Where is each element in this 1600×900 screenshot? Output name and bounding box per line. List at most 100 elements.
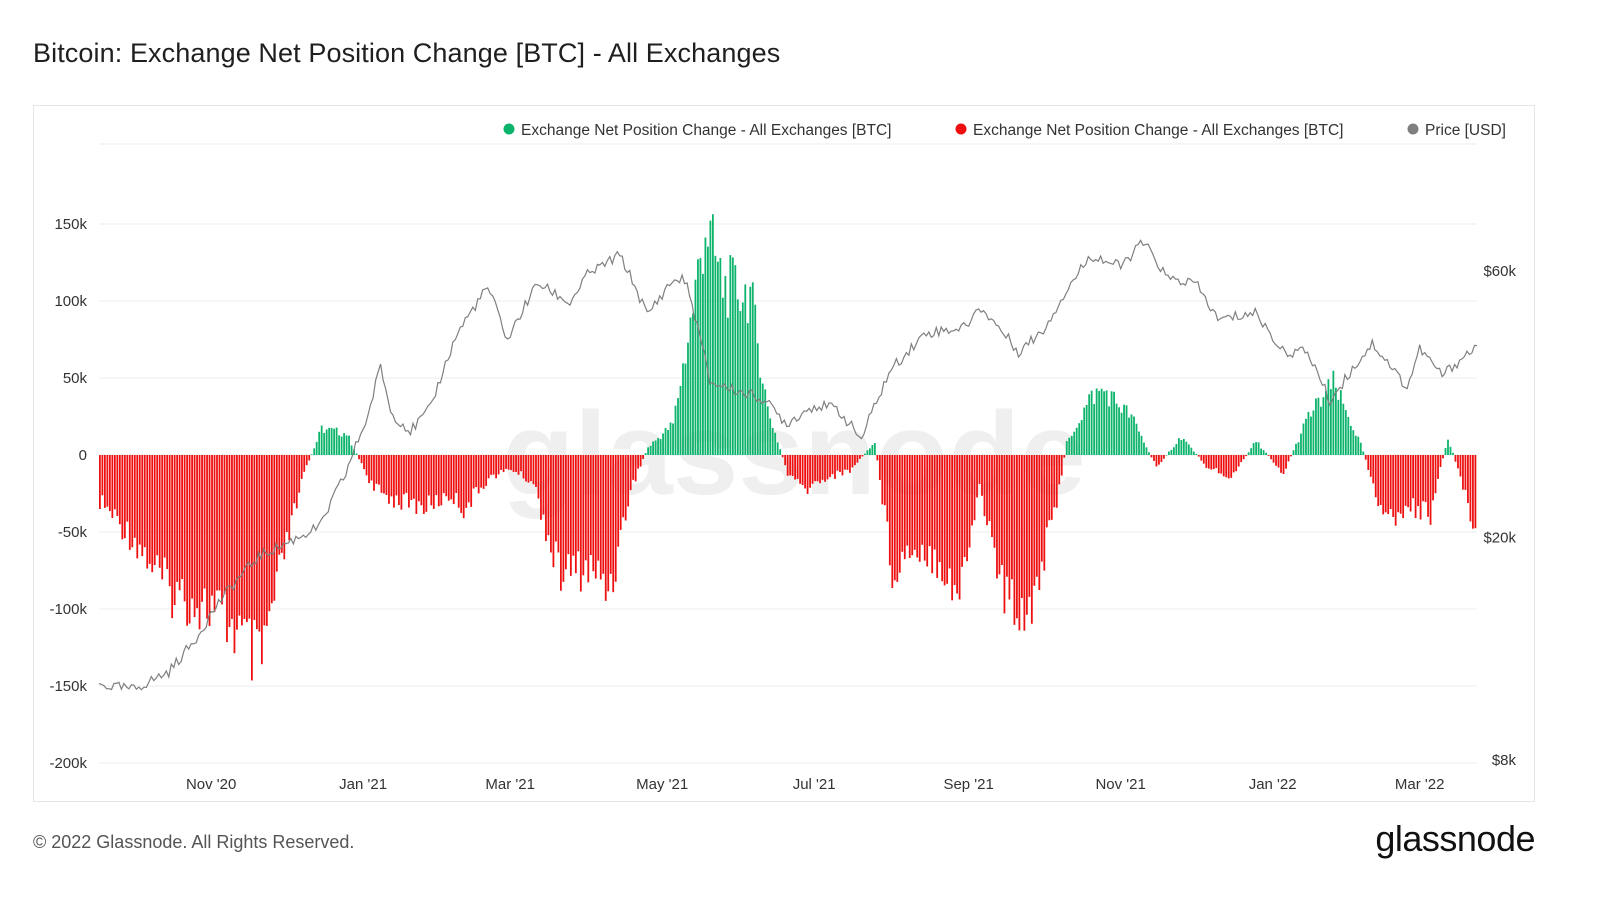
net-position-bar-positive — [340, 436, 343, 455]
net-position-bar-positive — [1190, 447, 1193, 455]
net-position-bar-negative — [642, 455, 645, 459]
x-tick-label: Mar '22 — [1395, 776, 1445, 793]
net-position-bar-negative — [806, 455, 809, 494]
net-position-bar-negative — [283, 455, 286, 560]
net-position-bar-negative — [360, 455, 363, 464]
net-position-bar-negative — [948, 455, 951, 569]
net-position-bar-negative — [1382, 455, 1385, 515]
x-tick-label: Nov '21 — [1095, 776, 1145, 793]
net-position-bar-positive — [664, 427, 667, 455]
net-position-bar-negative — [270, 455, 273, 604]
net-position-bar-negative — [492, 455, 495, 475]
net-position-bar-positive — [1130, 414, 1133, 455]
legend-marker[interactable] — [503, 123, 515, 135]
net-position-bar-negative — [290, 455, 293, 516]
net-position-bar-positive — [1337, 399, 1340, 455]
net-position-bar-positive — [1265, 452, 1267, 455]
net-position-bar-positive — [721, 297, 724, 455]
net-position-bar-positive — [1315, 398, 1317, 455]
net-position-bar-negative — [799, 455, 801, 484]
net-position-bar-negative — [99, 455, 101, 509]
net-position-bar-negative — [221, 455, 223, 605]
net-position-bar-negative — [273, 455, 276, 601]
net-position-bar-positive — [1312, 410, 1315, 455]
net-position-bar-negative — [906, 455, 909, 546]
net-position-bar-negative — [1035, 455, 1038, 577]
net-position-bar-positive — [1185, 441, 1188, 455]
net-position-bar-negative — [480, 455, 483, 488]
net-position-bar-positive — [741, 302, 744, 455]
y-right-tick-label: $60k — [1483, 263, 1516, 280]
net-position-bar-positive — [1070, 435, 1073, 455]
legend-marker[interactable] — [1407, 123, 1419, 135]
net-position-bar-negative — [106, 455, 109, 507]
net-position-bar-negative — [161, 455, 164, 580]
net-position-bar-negative — [121, 455, 124, 540]
net-position-bar-negative — [1023, 455, 1026, 631]
net-position-bar-negative — [462, 455, 465, 519]
net-position-bar-negative — [911, 455, 914, 556]
net-position-bar-positive — [702, 273, 704, 455]
net-position-bar-negative — [547, 455, 550, 536]
net-position-bar-positive — [776, 442, 779, 455]
net-position-bar-negative — [983, 455, 986, 517]
net-position-bar-positive — [338, 435, 341, 455]
net-position-bar-negative — [280, 455, 283, 553]
net-position-bar-negative — [148, 455, 151, 564]
net-position-bar-negative — [520, 455, 522, 472]
net-position-bar-negative — [1207, 455, 1210, 469]
legend-marker[interactable] — [955, 123, 967, 135]
net-position-bar-negative — [1389, 455, 1392, 510]
net-position-bar-positive — [652, 441, 654, 455]
net-position-bar-negative — [545, 455, 547, 542]
net-position-bar-positive — [1297, 442, 1300, 455]
net-position-bar-negative — [926, 455, 929, 567]
x-tick-label: Mar '21 — [485, 776, 535, 793]
net-position-bar-negative — [592, 455, 595, 572]
net-position-bar-negative — [594, 455, 597, 579]
net-position-bar-positive — [1180, 439, 1183, 455]
net-position-bar-negative — [1422, 455, 1424, 502]
net-position-bar-negative — [218, 455, 221, 591]
glassnode-logo[interactable]: glassnode — [1375, 818, 1535, 859]
net-position-bar-negative — [619, 455, 622, 530]
net-position-bar-negative — [1285, 455, 1287, 469]
net-position-bar-positive — [1075, 427, 1078, 455]
net-position-bar-negative — [198, 455, 201, 630]
net-position-bar-negative — [1277, 455, 1280, 468]
net-position-bar-positive — [1175, 443, 1178, 455]
net-position-bar-negative — [191, 455, 193, 599]
net-position-bar-negative — [455, 455, 458, 493]
net-position-bar-negative — [1270, 455, 1272, 460]
net-position-bar-negative — [176, 455, 179, 582]
x-tick-label: May '21 — [636, 776, 688, 793]
net-position-bar-negative — [502, 455, 505, 473]
net-position-bar-negative — [1210, 455, 1213, 470]
net-position-bar-positive — [330, 427, 333, 455]
net-position-bar-negative — [936, 455, 939, 578]
net-position-bar-negative — [1222, 455, 1225, 477]
net-position-bar-negative — [998, 455, 1001, 575]
net-position-bar-negative — [128, 455, 131, 550]
net-position-bar-negative — [158, 455, 161, 568]
net-position-bar-negative — [1050, 455, 1053, 520]
net-position-bar-negative — [577, 455, 580, 552]
net-position-bar-positive — [649, 445, 652, 455]
net-position-bar-negative — [1232, 455, 1235, 473]
net-position-bar-positive — [692, 313, 694, 455]
net-position-bar-positive — [1123, 404, 1125, 455]
net-position-bar-positive — [736, 299, 739, 455]
net-position-bar-positive — [343, 433, 345, 455]
net-position-bar-negative — [1060, 455, 1063, 476]
net-position-bar-negative — [1063, 455, 1066, 458]
net-position-bar-negative — [183, 455, 186, 602]
net-position-bar-negative — [1419, 455, 1422, 520]
net-position-bar-negative — [101, 455, 104, 496]
net-position-bar-negative — [1155, 455, 1158, 467]
net-position-bar-negative — [1045, 455, 1048, 528]
net-position-bar-negative — [452, 455, 455, 505]
net-position-bar-negative — [178, 455, 181, 591]
net-position-bar-negative — [559, 455, 562, 591]
net-position-bar-positive — [323, 432, 326, 455]
net-position-bar-positive — [864, 453, 866, 455]
